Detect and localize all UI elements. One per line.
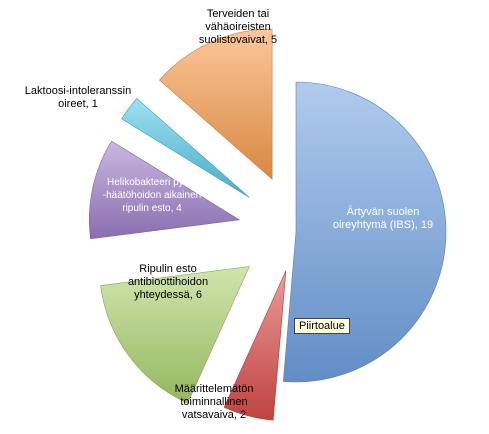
slice-label-0: Ärtyvän suolen oireyhtymä (IBS), 19	[333, 206, 433, 231]
slice-label-line: oireyhtymä (IBS), 19	[333, 219, 433, 231]
slice-label-line: Laktoosi-intoleranssin	[25, 85, 131, 97]
slice-label-line: -häätöhoidon aikainen	[103, 190, 201, 201]
slice-label-line: ripulin esto, 4	[122, 203, 182, 214]
pie-slice-5	[159, 28, 273, 180]
pie-slice-1	[223, 270, 287, 421]
pie-slice-2	[100, 266, 250, 404]
slice-label-5: Terveiden tai vähäoireisten suolistovaivat…	[199, 8, 277, 46]
slice-label-line: yhteydessä, 6	[134, 289, 202, 301]
slice-label-line: Helikobakteeri pylori	[107, 177, 197, 188]
slice-label-4: Laktoosi-intoleranssin oireet, 1	[25, 85, 131, 110]
slice-label-line: toiminnallinen	[180, 396, 247, 408]
slice-label-line: Ripulin esto	[139, 263, 196, 275]
slice-label-line: antibioottihoidon	[128, 276, 208, 288]
slice-label-3: Helikobakteeri pylori -häätöhoidon aikain…	[103, 177, 201, 214]
slice-label-line: vähäoireisten	[205, 21, 270, 33]
slice-label-line: oireet, 1	[58, 98, 98, 110]
slice-label-line: Määrittelemätön	[175, 383, 254, 395]
slice-label-1: Määrittelemätön toiminnallinen vatsavaiva,…	[175, 383, 254, 421]
plot-area-tooltip: Piirtoalue	[294, 318, 350, 334]
pie-slice-0	[282, 81, 447, 383]
slice-label-2: Ripulin esto antibioottihoidon yhteydessä,…	[128, 263, 208, 301]
slice-label-line: Terveiden tai	[207, 8, 269, 20]
pie-slice-4	[121, 97, 250, 198]
slice-label-line: vatsavaiva, 2	[182, 409, 246, 421]
slice-label-line: Ärtyvän suolen	[347, 206, 420, 218]
slice-label-line: suolistovaivat, 5	[199, 34, 277, 46]
pie-slice-3	[89, 140, 241, 240]
